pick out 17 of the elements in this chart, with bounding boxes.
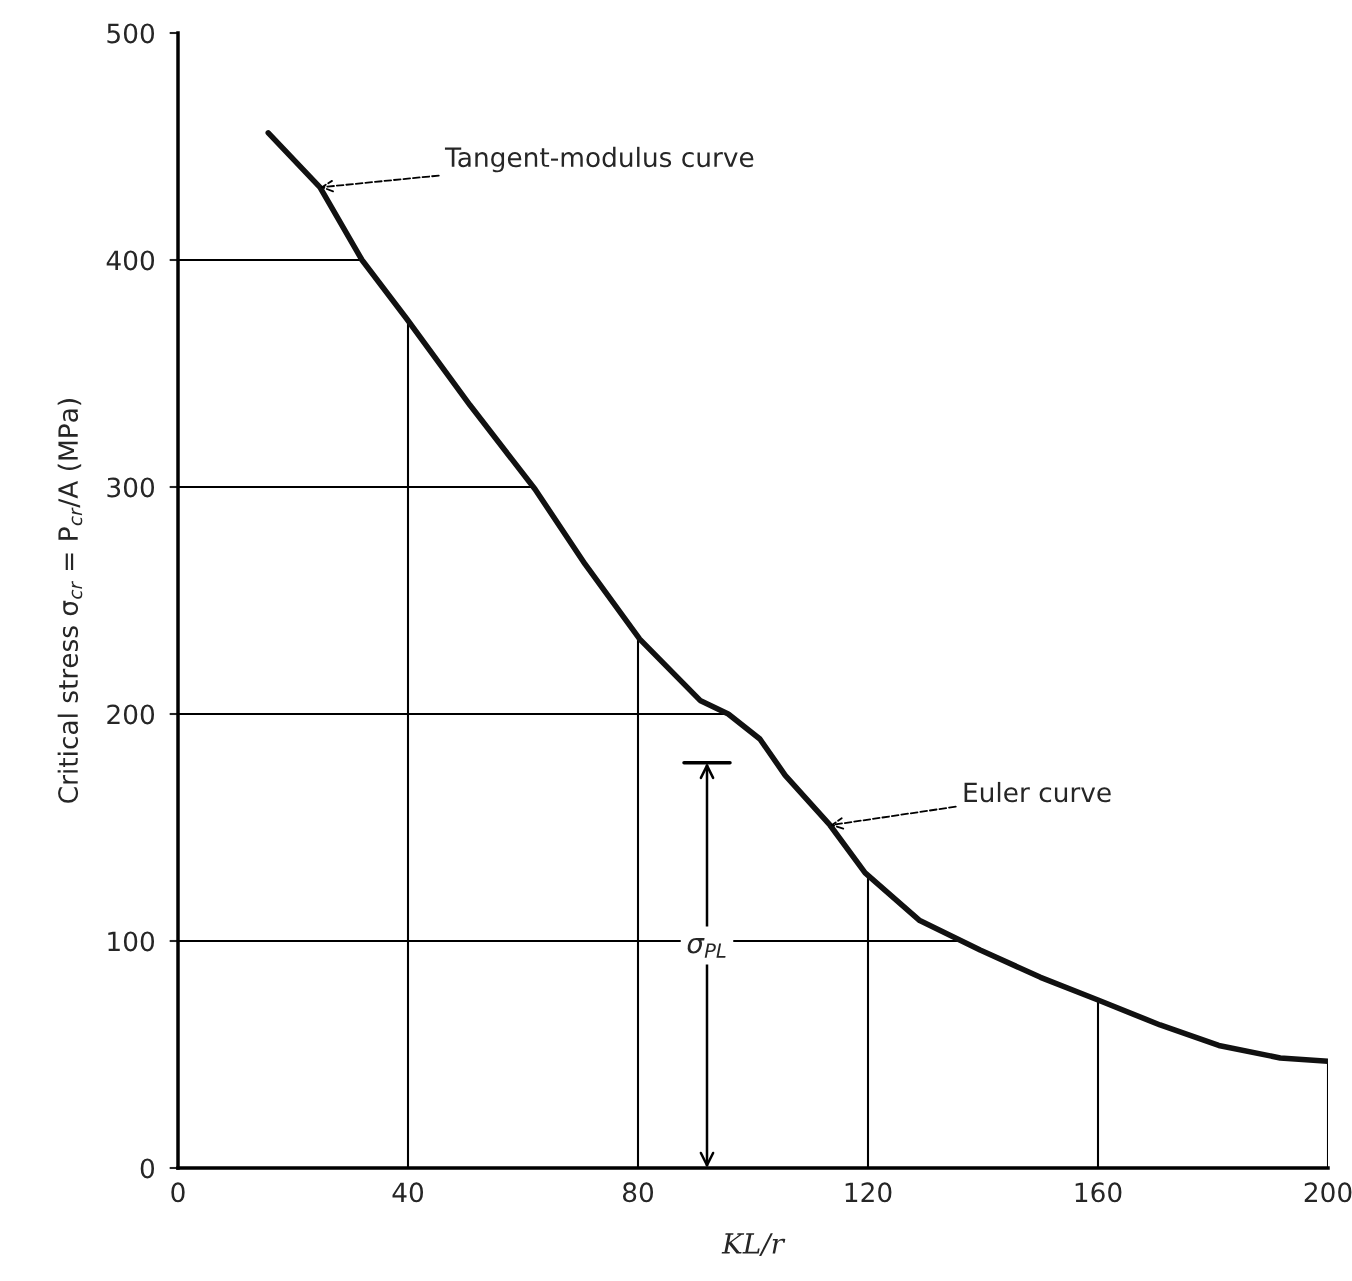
annotation: Euler curve — [964, 781, 1111, 803]
x-tick-label: 0 — [171, 1182, 185, 1203]
x-tick-label: 160 — [1075, 1182, 1122, 1203]
y-tick-label: 100 — [108, 931, 155, 952]
x-tick-label: 200 — [1304, 1182, 1352, 1203]
y-tick-label: 500 — [107, 23, 155, 44]
annotation: σ$_{PL}$ — [687, 937, 726, 958]
x-tick-label: 80 — [623, 1182, 654, 1203]
y-tick-label: 300 — [107, 477, 155, 498]
y-tick-label: 400 — [106, 250, 155, 271]
x-tick-label: 120 — [845, 1182, 892, 1203]
y-tick-label: 200 — [107, 704, 155, 725]
y-axis-title: Critical stress σ$_{cr}$ = P$_{cr}$/A (MPa) — [57, 399, 83, 803]
annotation: Tangent-modulus curve — [444, 146, 754, 173]
y-tick-label: 0 — [140, 1158, 155, 1179]
x-tick-label: 40 — [392, 1182, 424, 1203]
x-axis-title: KL/r — [721, 1233, 786, 1257]
